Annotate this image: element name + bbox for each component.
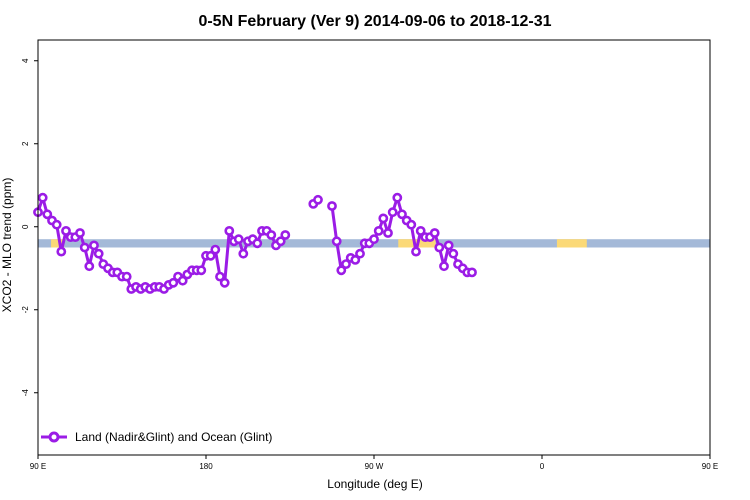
data-point bbox=[196, 265, 207, 276]
y-axis: 4 2 0 -2 -4 bbox=[21, 58, 38, 396]
data-point bbox=[331, 236, 342, 247]
x-tick-label: 180 bbox=[199, 462, 213, 471]
y-tick-label: 0 bbox=[21, 224, 30, 229]
data-point bbox=[93, 248, 104, 259]
x-axis-label: Longitude (deg E) bbox=[327, 477, 422, 491]
data-point bbox=[266, 230, 277, 240]
data-point bbox=[383, 228, 393, 238]
data-point bbox=[280, 230, 291, 240]
x-tick-label: 90 W bbox=[365, 462, 384, 471]
data-point bbox=[275, 236, 286, 247]
data-point bbox=[434, 242, 445, 253]
x-axis: 90 E 180 90 W 0 90 E bbox=[30, 455, 718, 471]
data-point bbox=[168, 277, 179, 288]
legend-marker-swatch bbox=[48, 431, 60, 443]
data-point bbox=[84, 261, 95, 272]
y-tick-label: 4 bbox=[21, 58, 30, 63]
data-point bbox=[439, 261, 449, 272]
data-point bbox=[373, 225, 384, 236]
x-tick-label: 90 E bbox=[702, 462, 718, 471]
data-point bbox=[224, 225, 235, 236]
legend-entry-label: Land (Nadir&Glint) and Ocean (Glint) bbox=[75, 430, 272, 444]
data-point bbox=[467, 267, 477, 278]
chart-title: 0-5N February (Ver 9) 2014-09-06 to 2018… bbox=[198, 13, 551, 30]
land-segment bbox=[51, 239, 65, 248]
data-point bbox=[79, 242, 90, 253]
data-point bbox=[37, 192, 48, 203]
data-point bbox=[56, 246, 67, 257]
data-point bbox=[411, 246, 421, 257]
data-point bbox=[51, 219, 62, 230]
y-tick-label: -2 bbox=[21, 306, 30, 314]
data-point bbox=[238, 248, 249, 259]
data-point bbox=[369, 234, 379, 245]
x-tick-label: 90 E bbox=[30, 462, 46, 471]
data-point bbox=[313, 194, 323, 205]
data-point bbox=[177, 275, 188, 286]
data-point bbox=[355, 248, 365, 259]
data-point bbox=[205, 250, 216, 261]
data-point bbox=[327, 201, 337, 211]
data-point bbox=[406, 219, 417, 230]
data-point bbox=[121, 271, 132, 282]
legend: Land (Nadir&Glint) and Ocean (Glint) bbox=[41, 430, 272, 444]
series-layer bbox=[33, 192, 477, 294]
data-point bbox=[387, 207, 398, 218]
data-point bbox=[219, 277, 230, 288]
data-point bbox=[341, 259, 351, 269]
data-point bbox=[397, 209, 407, 220]
y-tick-label: 2 bbox=[21, 141, 30, 146]
data-point bbox=[378, 213, 389, 224]
data-point bbox=[443, 240, 454, 251]
data-point bbox=[252, 238, 263, 249]
data-point bbox=[415, 225, 426, 236]
data-point bbox=[336, 265, 347, 276]
data-point bbox=[89, 240, 99, 251]
data-point bbox=[350, 254, 361, 265]
land-segment bbox=[556, 239, 587, 248]
data-point bbox=[448, 248, 459, 259]
data-point bbox=[42, 209, 53, 220]
x-tick-label: 0 bbox=[540, 462, 545, 471]
data-point bbox=[215, 271, 225, 282]
data-point bbox=[210, 244, 221, 255]
data-point bbox=[392, 192, 403, 203]
y-axis-label: XCO2 - MLO trend (ppm) bbox=[0, 178, 14, 313]
data-point bbox=[429, 228, 440, 238]
data-point bbox=[75, 228, 85, 238]
data-point bbox=[61, 225, 71, 236]
y-tick-label: -4 bbox=[21, 389, 30, 397]
data-point bbox=[233, 234, 244, 245]
